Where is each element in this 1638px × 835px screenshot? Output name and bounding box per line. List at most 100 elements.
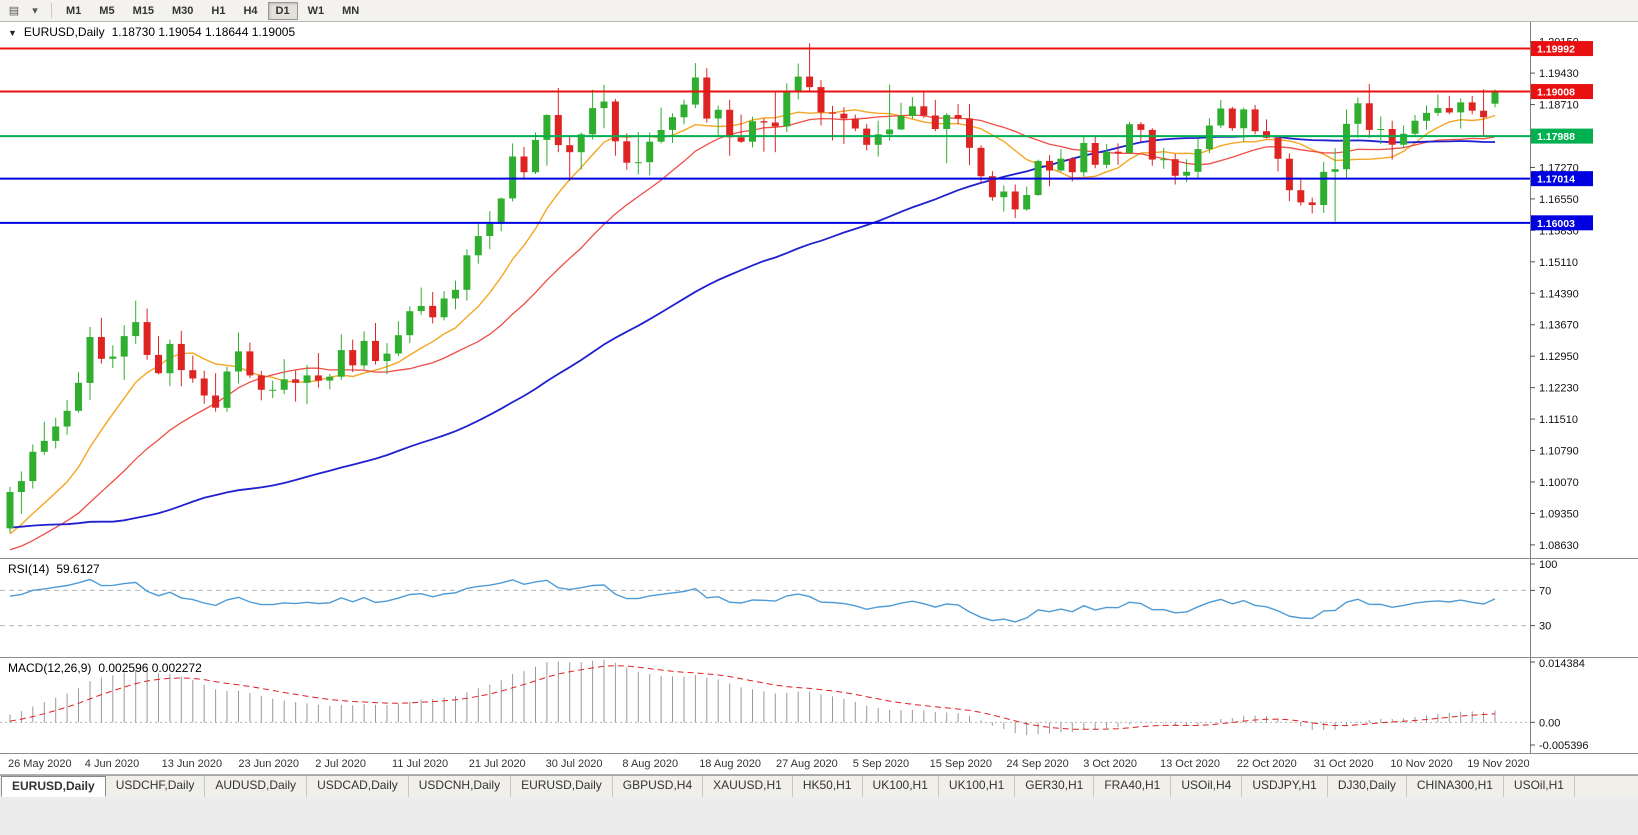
macd-signal-line [9,665,1496,730]
chart-tab-usdcnh-daily[interactable]: USDCNH,Daily [409,776,512,797]
chart-tab-gbpusd-h4[interactable]: GBPUSD,H4 [613,776,704,797]
date-axis-label: 24 Sep 2020 [1006,758,1069,770]
date-axis-label: 15 Sep 2020 [929,758,992,770]
svg-text:1.09350: 1.09350 [1539,508,1579,520]
chart-tab-dj30-daily[interactable]: DJ30,Daily [1328,776,1407,797]
timeframe-button-m30[interactable]: M30 [164,2,201,20]
chart-tab-uk100-h1[interactable]: UK100,H1 [939,776,1016,797]
svg-text:1.15110: 1.15110 [1539,257,1578,269]
svg-text:1.11510: 1.11510 [1539,414,1578,426]
chart-tab-china300-h1[interactable]: CHINA300,H1 [1407,776,1504,797]
date-axis-label: 26 May 2020 [8,758,72,770]
date-axis-label: 11 Jul 2020 [392,758,449,770]
timeframe-button-h1[interactable]: H1 [203,2,233,20]
hline-price-tag [1531,128,1593,144]
svg-text:1.13670: 1.13670 [1539,320,1579,332]
date-axis-label: 4 Jun 2020 [84,758,140,770]
rsi-line [9,578,1496,623]
chart-tab-usoil-h4[interactable]: USOil,H4 [1171,776,1243,797]
chart-tab-audusd-daily[interactable]: AUDUSD,Daily [205,776,308,797]
timeframe-button-w1[interactable]: W1 [300,2,333,20]
rsi-chart-canvas[interactable]: 100 70 30 [0,559,1638,657]
symbol-period-label: EURUSD,Daily [23,25,105,39]
rsi-indicator-label: RSI(14) 59.6127 [8,562,107,576]
chart-tab-usoil-h1[interactable]: USOil,H1 [1504,776,1575,797]
date-axis-label: 21 Jul 2020 [468,758,526,770]
date-axis-label: 2 Jul 2020 [315,758,366,770]
date-axis-label: 31 Oct 2020 [1313,758,1374,770]
chart-tab-usdcad-daily[interactable]: USDCAD,Daily [307,776,409,797]
chart-tab-ger30-h1[interactable]: GER30,H1 [1015,776,1095,797]
charts-tab-bar: EURUSD,Daily USDCHF,Daily AUDUSD,Daily USDC… [0,775,1638,797]
chart-window-icon[interactable]: ▤ [8,5,20,17]
svg-text:1.17014: 1.17014 [1537,174,1575,186]
rsi-pane: RSI(14) 59.6127 100 70 30 [0,559,1638,658]
svg-text:1.10790: 1.10790 [1539,446,1579,458]
timeframe-button-mn[interactable]: MN [334,2,367,20]
date-axis-label: 13 Oct 2020 [1160,758,1220,770]
chart-tab-xauusd-h1[interactable]: XAUUSD,H1 [703,776,793,797]
chart-tab-eurusd-daily[interactable]: EURUSD,Daily [511,776,613,797]
svg-text:1.18710: 1.18710 [1539,100,1579,112]
svg-text:1.12230: 1.12230 [1539,383,1579,395]
chart-tab-fra40-h1[interactable]: FRA40,H1 [1094,776,1172,797]
date-axis-label: 23 Jun 2020 [238,758,299,770]
timeframe-button-d1[interactable]: D1 [267,1,298,20]
date-axis-label: 30 Jul 2020 [545,758,603,770]
toolbar-separator [51,3,52,18]
date-axis-label: 8 Aug 2020 [622,758,679,770]
svg-text:30: 30 [1539,621,1551,633]
date-axis-label: 13 Jun 2020 [161,758,223,770]
svg-text:100: 100 [1539,559,1557,571]
svg-text:1.12950: 1.12950 [1539,351,1579,363]
date-axis: 26 May 2020 4 Jun 2020 13 Jun 2020 23 Jun 2… [0,754,1638,775]
chart-symbol-title: ▼ EURUSD,Daily 1.18730 1.19054 1.18644 1.1… [8,25,302,39]
hline-price-tag [1531,41,1593,57]
date-axis-label: 5 Sep 2020 [852,758,910,770]
price-chart-canvas[interactable]: 1.201501.194301.187101.179901.172701.165… [0,22,1638,558]
svg-text:1.17988: 1.17988 [1537,131,1575,143]
date-axis-label: 19 Nov 2020 [1467,758,1530,770]
macd-values: 0.002596 0.002272 [98,661,202,675]
chart-tab-uk100-h1[interactable]: UK100,H1 [863,776,939,797]
svg-text:1.08630: 1.08630 [1539,540,1579,552]
rsi-name: RSI(14) [8,562,50,576]
chart-area: ▼ EURUSD,Daily 1.18730 1.19054 1.18644 1.1… [0,22,1638,775]
timeframe-button-group: M1 M5 M15 M30 H1 H4 D1 W1 MN [58,1,367,20]
svg-text:1.16550: 1.16550 [1539,194,1579,206]
chart-tab-usdchf-daily[interactable]: USDCHF,Daily [106,776,206,797]
main-toolbar: ▤ ▾ M1 M5 M15 M30 H1 H4 D1 W1 MN [0,0,1638,22]
timeframe-button-h4[interactable]: H4 [235,2,265,20]
ohlc-values: 1.18730 1.19054 1.18644 1.19005 [111,25,296,39]
hline-price-tag [1531,171,1593,187]
svg-text:1.16003: 1.16003 [1537,218,1575,230]
timeframe-button-m1[interactable]: M1 [58,2,89,20]
date-axis-label: 27 Aug 2020 [776,758,838,770]
svg-text:0.014384: 0.014384 [1539,658,1585,670]
macd-indicator-label: MACD(12,26,9) 0.002596 0.002272 [8,661,209,675]
chart-tab-usdjpy-h1[interactable]: USDJPY,H1 [1242,776,1328,797]
date-axis-label: 10 Nov 2020 [1390,758,1453,770]
svg-text:-0.005396: -0.005396 [1539,740,1589,752]
window-background [0,797,1638,835]
sma-21-line [9,114,1496,551]
date-axis-label: 22 Oct 2020 [1236,758,1297,770]
svg-text:70: 70 [1539,585,1551,597]
svg-text:1.19430: 1.19430 [1539,68,1579,80]
svg-text:1.10070: 1.10070 [1539,477,1579,489]
macd-chart-canvas[interactable]: 0.014384 0.00 -0.005396 [0,658,1638,753]
macd-pane: MACD(12,26,9) 0.002596 0.002272 0.014384 0… [0,658,1638,754]
date-axis-label: 3 Oct 2020 [1083,758,1138,770]
timeframe-button-m15[interactable]: M15 [125,2,162,20]
sma-10-line [9,109,1496,535]
chart-tab-eurusd-daily[interactable]: EURUSD,Daily [1,776,106,797]
date-axis-label: 18 Aug 2020 [699,758,761,770]
chart-tab-hk50-h1[interactable]: HK50,H1 [793,776,863,797]
collapse-icon[interactable]: ▼ [8,28,17,38]
dropdown-icon[interactable]: ▾ [32,5,38,17]
svg-text:1.14390: 1.14390 [1539,288,1579,300]
svg-text:1.19992: 1.19992 [1537,44,1575,56]
timeframe-button-m5[interactable]: M5 [91,2,122,20]
macd-name: MACD(12,26,9) [8,661,92,675]
rsi-value: 59.6127 [56,562,100,576]
